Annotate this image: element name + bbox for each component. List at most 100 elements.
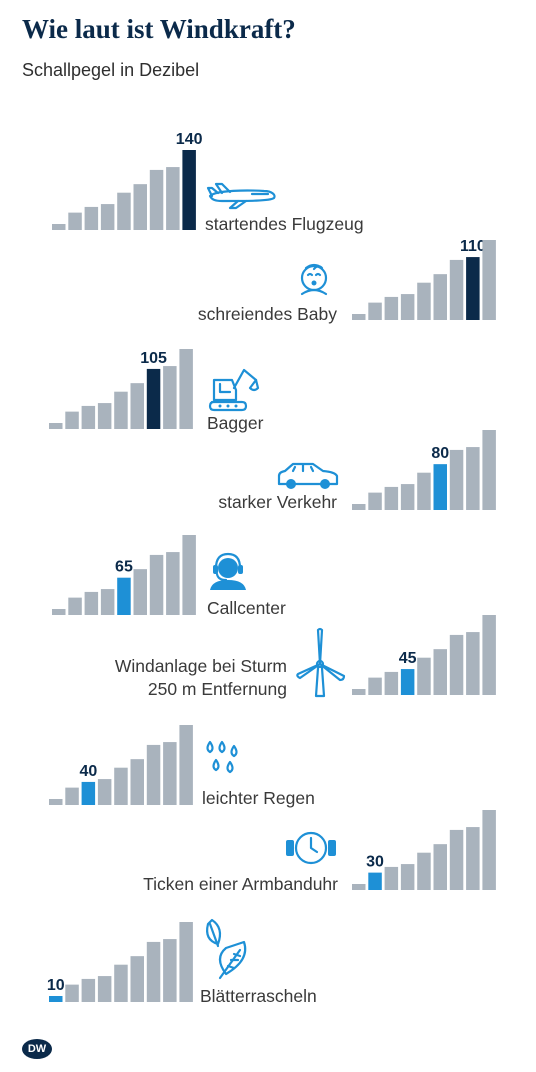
scale-bar (400, 294, 415, 320)
scale-bar (449, 829, 464, 890)
scale-bar (384, 671, 399, 695)
category-label: Bagger (207, 413, 264, 433)
scale-bar (133, 184, 147, 230)
category-label: leichter Regen (202, 788, 315, 808)
scale-bar (433, 649, 447, 695)
highlight-bar (466, 257, 480, 320)
scale-bar (179, 725, 193, 805)
headset-icon (210, 552, 246, 590)
chart-row: 45 Windanlage bei Sturm 250 m Entfernung (115, 615, 496, 699)
scale-bar (384, 486, 399, 510)
scale-bar (114, 964, 128, 1002)
value-label: 105 (140, 350, 167, 367)
scale-bar (482, 430, 496, 510)
scale-bar (130, 759, 144, 805)
scale-bar (65, 411, 79, 429)
scale-bar (368, 302, 382, 320)
scale-bar (482, 615, 496, 695)
chart-row: 30 Ticken einer Armbanduhr (143, 810, 496, 894)
scale-bar (352, 504, 366, 510)
highlight-bar (146, 368, 161, 429)
highlight-bar (433, 464, 447, 510)
scale-bar (130, 956, 144, 1002)
scale-bar (433, 844, 447, 890)
highlight-bar (49, 996, 63, 1002)
chart-row: 65 Callcenter (52, 535, 286, 618)
excavator-icon (208, 368, 260, 412)
scale-bar (49, 799, 63, 805)
scale-bar (400, 484, 415, 510)
highlight-bar (117, 577, 131, 615)
value-label: 140 (176, 131, 203, 148)
scale-bar (68, 212, 82, 230)
value-label: 40 (79, 763, 97, 780)
scale-bar (182, 535, 196, 615)
scale-bar (133, 569, 147, 615)
highlight-bar (400, 669, 415, 695)
chart-row: 140 startendes Flugzeug (52, 131, 364, 234)
scale-bar (166, 552, 180, 615)
scale-bar (482, 240, 496, 320)
scale-bar (417, 472, 431, 510)
value-label: 65 (115, 559, 133, 576)
value-label: 30 (366, 854, 384, 871)
scale-bar (166, 167, 180, 230)
chart-row: 80 starker Verkehr (218, 430, 496, 512)
scale-bar (466, 632, 480, 695)
scale-bar (114, 767, 128, 805)
scale-bar (352, 689, 366, 695)
scale-bar (163, 939, 177, 1002)
scale-bar (97, 779, 112, 805)
scale-bar (368, 492, 382, 510)
chart-row: 10 Blätterrascheln (47, 918, 317, 1006)
scale-bar (146, 744, 161, 805)
wind-turbine-icon (296, 627, 346, 698)
chart-row: 105 Bagger (49, 349, 264, 433)
scale-bar (149, 554, 164, 615)
category-label: Callcenter (207, 598, 286, 618)
scale-bar (84, 591, 99, 615)
chart-subtitle: Schallpegel in Dezibel (22, 60, 200, 80)
scale-bar (417, 852, 431, 890)
scale-bar (81, 978, 96, 1002)
scale-bar (482, 810, 496, 890)
scale-bar (163, 742, 177, 805)
scale-bar (466, 827, 480, 890)
scale-bar (68, 597, 82, 615)
chart-row: 40 leichter Regen (49, 725, 315, 808)
scale-bar (65, 984, 79, 1002)
scale-bar (49, 423, 63, 429)
wristwatch-icon (286, 831, 336, 865)
value-label: 10 (47, 977, 65, 994)
airplane-icon (206, 182, 276, 210)
scale-bar (417, 657, 431, 695)
scale-bar (100, 204, 115, 230)
scale-bar (400, 864, 415, 890)
category-label: Windanlage bei Sturm 250 m Entfernung (115, 656, 287, 699)
highlight-bar (368, 872, 382, 890)
category-label: startendes Flugzeug (205, 214, 364, 234)
baby-icon (300, 263, 328, 296)
car-icon (277, 462, 339, 489)
scale-bar (52, 224, 66, 230)
scale-bar (449, 259, 464, 320)
scale-bar (384, 866, 399, 890)
scale-bar (100, 589, 115, 615)
scale-bar (368, 677, 382, 695)
scale-bar (65, 787, 79, 805)
scale-bar (449, 634, 464, 695)
scale-bar (52, 609, 66, 615)
scale-bar (97, 976, 112, 1002)
scale-bar (466, 447, 480, 510)
value-label: 45 (399, 650, 417, 667)
value-label: 80 (431, 445, 449, 462)
category-label: Ticken einer Armbanduhr (143, 874, 338, 894)
dw-logo: DW (22, 1039, 52, 1059)
scale-bar (84, 206, 99, 230)
scale-bar (146, 941, 161, 1002)
scale-bar (130, 383, 144, 429)
category-label: starker Verkehr (218, 492, 337, 512)
scale-bar (179, 922, 193, 1002)
